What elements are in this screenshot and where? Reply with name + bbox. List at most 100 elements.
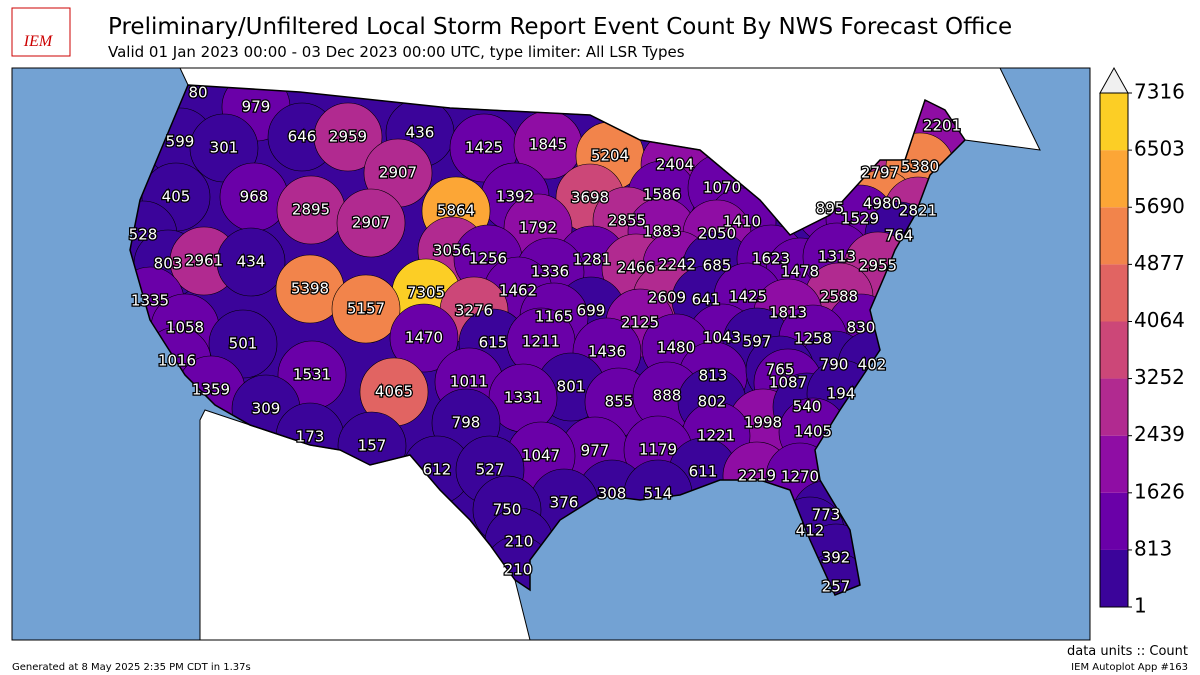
count-label: 2609	[648, 289, 686, 307]
count-label: 2961	[185, 252, 223, 270]
count-label: 405	[162, 188, 191, 206]
colorbar-tick-label: 1626	[1134, 479, 1185, 503]
count-label: 764	[885, 227, 914, 245]
count-label: 611	[689, 463, 718, 481]
count-label: 2907	[352, 214, 390, 232]
count-label: 436	[406, 124, 435, 142]
logo-box	[11, 7, 71, 57]
count-label: 615	[479, 334, 508, 352]
count-label: 1165	[535, 308, 573, 326]
count-label: 1047	[522, 447, 560, 465]
count-label: 402	[858, 356, 887, 374]
count-label: 2855	[608, 212, 646, 230]
count-label: 646	[288, 128, 317, 146]
count-label: 5157	[347, 300, 385, 318]
count-label: 773	[812, 506, 841, 524]
colorbar-segment	[1100, 150, 1128, 208]
app: IEM Autoplot App #163	[1071, 662, 1188, 673]
colorbar-segment	[1100, 492, 1128, 550]
colorbar-segment	[1100, 435, 1128, 493]
count-label: 2907	[379, 164, 417, 182]
colorbar-tick-label: 4877	[1134, 251, 1185, 275]
count-label: 80	[188, 84, 207, 102]
colorbar-tick-label: 6503	[1134, 137, 1185, 161]
count-label: 308	[598, 485, 627, 503]
count-label: 194	[827, 385, 856, 403]
count-label: 1256	[469, 250, 507, 268]
count-label: 2404	[656, 156, 694, 174]
count-label: 4065	[375, 383, 413, 401]
us-outline	[129, 84, 966, 596]
colorbar-tick-label: 813	[1134, 536, 1172, 560]
count-label: 1531	[293, 366, 331, 384]
count-label: 599	[166, 133, 195, 151]
count-label: 2895	[292, 201, 330, 219]
count-label: 2955	[859, 257, 897, 275]
colorbar-segment	[1100, 378, 1128, 436]
colorbar-tick-label: 5690	[1134, 194, 1185, 218]
count-label: 210	[504, 561, 533, 579]
title: Preliminary/Unfiltered Local Storm Repor…	[108, 14, 1012, 40]
colorbar-tick-label: 2439	[1134, 422, 1185, 446]
count-label: 830	[847, 319, 876, 337]
count-label: 501	[229, 335, 258, 353]
count-label: 699	[577, 302, 606, 320]
count-label: 2466	[617, 259, 655, 277]
count-label: 2201	[923, 117, 961, 135]
colorbar-segment	[1100, 321, 1128, 379]
count-label: 1335	[131, 292, 169, 310]
count-label: 1883	[643, 223, 681, 241]
subtitle: Valid 01 Jan 2023 00:00 - 03 Dec 2023 00…	[108, 43, 685, 61]
count-label: 2821	[899, 202, 937, 220]
region	[331, 274, 401, 344]
count-label: 5380	[901, 158, 939, 176]
colorbar-segment	[1100, 549, 1128, 607]
count-label: 979	[242, 98, 271, 116]
count-label: 2219	[738, 467, 776, 485]
count-label: 888	[653, 387, 682, 405]
count-label: 1043	[703, 329, 741, 347]
units: data units :: Count	[1067, 644, 1188, 659]
count-label: 173	[296, 428, 325, 446]
count-label: 1436	[588, 343, 626, 361]
count-label: 1179	[639, 441, 677, 459]
count-label: 1845	[529, 136, 567, 154]
count-label: 1359	[192, 381, 230, 399]
count-label: 685	[703, 257, 732, 275]
count-label: 1270	[781, 468, 819, 486]
count-label: 2797	[861, 164, 899, 182]
count-label: 1258	[794, 330, 832, 348]
count-label: 1623	[752, 250, 790, 268]
count-label: 7305	[407, 284, 445, 302]
count-label: 1792	[519, 219, 557, 237]
count-label: 528	[129, 226, 158, 244]
count-label: 968	[240, 188, 269, 206]
count-label: 2125	[621, 314, 659, 332]
count-label: 1281	[573, 251, 611, 269]
count-label: 540	[793, 398, 822, 416]
region	[216, 227, 286, 297]
count-label: 1331	[504, 389, 542, 407]
count-label: 1529	[841, 210, 879, 228]
colorbar-extend	[1099, 66, 1129, 94]
count-label: 2588	[820, 288, 858, 306]
count-label: 801	[557, 378, 586, 396]
count-label: 2050	[698, 225, 736, 243]
colorbar-segment	[1100, 93, 1128, 151]
count-label: 1392	[496, 188, 534, 206]
colorbar: 1 813 1626 2439 3252 4064 4877 5690 6503 7316	[1099, 66, 1185, 618]
count-label: 1211	[522, 333, 560, 351]
generated: Generated at 8 May 2025 2:35 PM CDT in 1…	[12, 662, 251, 673]
count-label: 1313	[818, 248, 856, 266]
count-label: 412	[796, 522, 825, 540]
region	[389, 303, 459, 373]
count-label: 641	[692, 291, 721, 309]
count-label: 1405	[794, 423, 832, 441]
count-label: 803	[154, 255, 183, 273]
colorbar-tick-label: 4064	[1134, 308, 1185, 332]
count-label: 802	[698, 393, 727, 411]
count-label: 1470	[405, 329, 443, 347]
count-label: 750	[493, 501, 522, 519]
count-label: 1410	[723, 213, 761, 231]
